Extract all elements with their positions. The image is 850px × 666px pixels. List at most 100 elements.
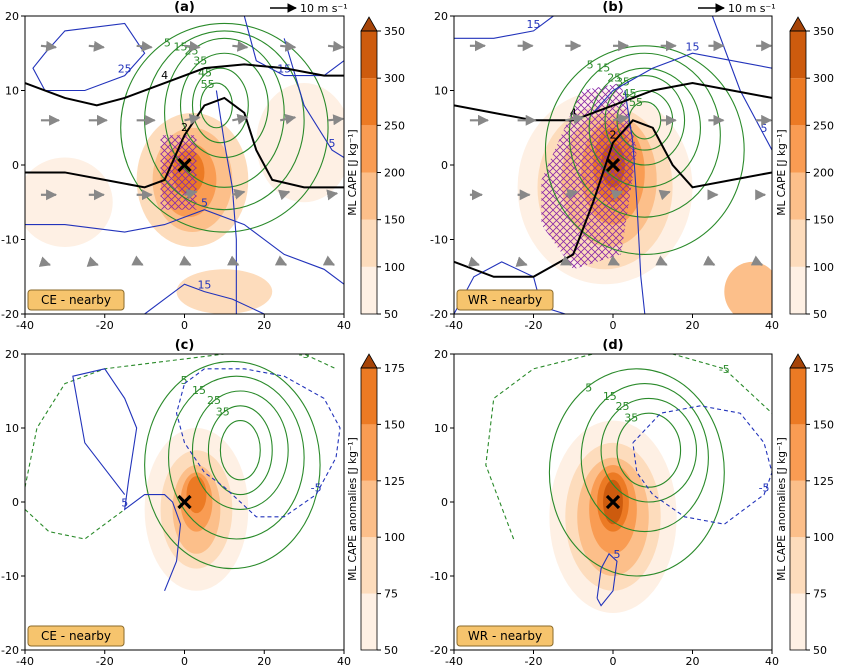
colorbar-segment (790, 593, 806, 650)
wind-arrow (280, 40, 297, 52)
blue-contour-label: 5 (613, 548, 620, 561)
y-tick-label: 10 (5, 85, 19, 98)
green-contour (600, 397, 698, 503)
colorbar-tick-label: 300 (384, 72, 405, 85)
geopotential-contour-label: 2 (181, 121, 188, 134)
colorbar: 50 100 150 200 250 300 350 ML CAPE [J kg⁻¹] (347, 16, 405, 321)
colorbar-segment (790, 78, 806, 126)
wind-arrow (655, 255, 668, 266)
geopotential-contour-label: 4 (570, 106, 577, 119)
colorbar-tick-label: 150 (813, 418, 834, 431)
green-dashed-contour (25, 508, 126, 540)
wind-arrow (703, 255, 716, 266)
green-contour-label: 35 (616, 75, 630, 88)
x-tick-label: 40 (337, 655, 351, 666)
x-tick-label: -20 (96, 319, 114, 332)
green-contour (167, 375, 305, 540)
x-tick-label: -40 (16, 655, 34, 666)
y-tick-label: 0 (441, 496, 448, 509)
green-contour-label: 15 (596, 61, 610, 74)
geopotential-contour-label: 4 (161, 69, 168, 82)
panel-label: (c) (175, 338, 195, 353)
y-tick-label: -10 (430, 234, 448, 247)
green-contour (144, 360, 321, 570)
green-contour (219, 420, 261, 481)
wind-arrow (184, 188, 198, 200)
green-contour (548, 368, 725, 577)
x-tick-label: -40 (16, 319, 34, 332)
blue-contour-label: 15 (197, 279, 211, 292)
cape-fill-blob (176, 269, 273, 314)
wind-arrow (136, 40, 153, 52)
wind-arrow (322, 255, 336, 266)
x-tick-label: 20 (686, 655, 700, 666)
colorbar-tick-label: 50 (384, 308, 398, 321)
green-contour-label: 15 (174, 41, 188, 54)
y-tick-label: 20 (434, 10, 448, 23)
y-tick-label: -20 (430, 644, 448, 657)
colorbar-frame (360, 367, 378, 651)
colorbar-segment (361, 219, 377, 267)
green-contour-label: 35 (216, 406, 230, 419)
colorbar-segment (790, 125, 806, 173)
x-tick-label: -40 (445, 319, 463, 332)
wind-arrow (279, 113, 297, 125)
colorbar-segment (361, 172, 377, 220)
wind-arrow (184, 113, 201, 125)
green-contour-label: 5 (585, 382, 592, 395)
colorbar-tick-label: 75 (384, 588, 398, 601)
x-tick-label: 40 (765, 319, 779, 332)
blue-contour-label: 5 (201, 197, 208, 210)
wind-arrow (274, 255, 288, 266)
colorbar-label: ML CAPE anomalies [J kg⁻¹] (347, 437, 359, 580)
region-label-box (456, 289, 554, 311)
colorbar-segment (361, 480, 377, 538)
green-contour (568, 52, 721, 218)
x-tick-label: 40 (337, 319, 351, 332)
colorbar-tick-label: 100 (384, 531, 405, 544)
green-contour (588, 67, 701, 188)
colorbar-tick-label: 125 (384, 475, 405, 488)
blue-contour-label: 15 (527, 18, 541, 31)
green-contour (164, 37, 285, 188)
panel-label: (d) (602, 338, 623, 353)
colorbar-segment (790, 219, 806, 267)
y-tick-label: 20 (5, 10, 19, 23)
green-contour-label: 25 (616, 400, 630, 413)
green-contour-label: 25 (607, 71, 621, 84)
x-tick-label: 0 (610, 655, 617, 666)
green-contour-label: 25 (207, 394, 221, 407)
blue-contour-label: -5 (759, 482, 770, 495)
green-contour (191, 67, 249, 144)
y-tick-label: -10 (1, 234, 19, 247)
wind-arrow (515, 256, 528, 267)
green-contour (207, 405, 273, 496)
green-contour (604, 75, 686, 166)
green-dashed-contour-label: -5 (299, 348, 310, 361)
x-tick-label: 20 (686, 319, 700, 332)
green-contour-label: 35 (624, 411, 638, 424)
y-tick-label: -20 (1, 308, 19, 321)
y-tick-label: 10 (434, 85, 448, 98)
blue-contour-label: 25 (118, 63, 132, 76)
blue-contour (592, 52, 772, 114)
blue-contour (596, 552, 618, 607)
green-contour-label: 15 (192, 384, 206, 397)
colorbar-segment (361, 78, 377, 126)
geopotential-contour (25, 63, 344, 107)
green-contour (580, 383, 709, 533)
blue-contour (711, 16, 772, 151)
colorbar-segment (361, 266, 377, 314)
colorbar-segment (790, 480, 806, 538)
geopotential-contour-label: 2 (610, 129, 617, 142)
green-contour-label: 15 (603, 390, 617, 403)
y-tick-label: -20 (1, 644, 19, 657)
colorbar: 50 75 100 125 150 175 ML CAPE anomalies [J kg⁻… (347, 353, 405, 657)
region-label: WR - nearby (468, 293, 542, 307)
geopotential-contour (454, 82, 772, 122)
blue-contour (175, 368, 341, 518)
